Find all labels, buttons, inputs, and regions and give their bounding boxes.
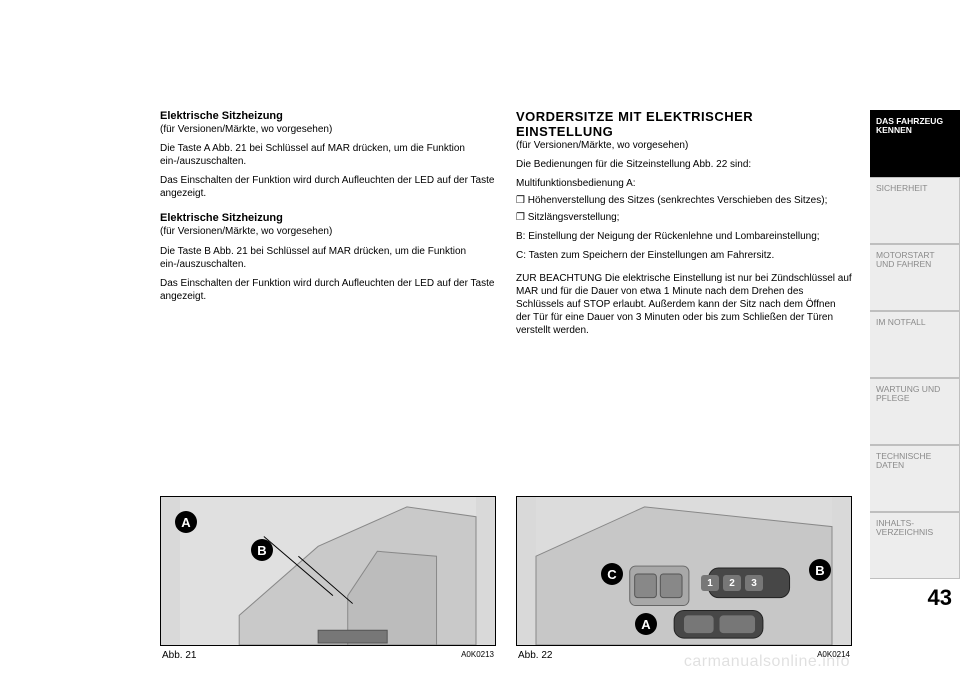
tab-wartung-und-pflege[interactable]: WARTUNG UND PFLEGE (870, 378, 960, 445)
figure-label: Abb. 21 (162, 650, 196, 661)
paragraph: Das Einschalten der Funktion wird durch … (160, 277, 496, 303)
paragraph: Multifunktionsbedienung A: (516, 177, 852, 190)
tab-im-notfall[interactable]: IM NOTFALL (870, 311, 960, 378)
paragraph: Die Taste A Abb. 21 bei Schlüssel auf MA… (160, 142, 496, 168)
page: Elektrische Sitzheizung (für Versionen/M… (0, 0, 960, 679)
tab-inhaltsverzeichnis[interactable]: INHALTS-VERZEICHNIS (870, 512, 960, 579)
heading-note: (für Versionen/Märkte, wo vorgesehen) (160, 124, 496, 137)
tab-technische-daten[interactable]: TECHNISCHE DATEN (870, 445, 960, 512)
figure-image: A B (160, 496, 496, 646)
paragraph: Die Taste B Abb. 21 bei Schlüssel auf MA… (160, 245, 496, 271)
seat-illustration-icon (161, 497, 495, 645)
seat-controls-illustration-icon (517, 497, 851, 645)
page-number: 43 (870, 579, 960, 611)
heading: Elektrische Sitzheizung (160, 110, 496, 124)
tab-motorstart-und-fahren[interactable]: MOTORSTART UND FAHREN (870, 244, 960, 311)
block-seat-heating-a: Elektrische Sitzheizung (für Versionen/M… (160, 110, 496, 200)
tab-sicherheit[interactable]: SICHERHEIT (870, 177, 960, 244)
callout-badge-b: B (251, 539, 273, 561)
heading: Elektrische Sitzheizung (160, 212, 496, 226)
section-title-line2: EINSTELLUNG (516, 125, 852, 140)
figure-21: A B Abb. 21 A0K0213 (160, 496, 496, 661)
paragraph: B: Einstellung der Neigung der Rückenleh… (516, 230, 852, 243)
block-electric-seats: VORDERSITZE MIT ELEKTRISCHER EINSTELLUNG… (516, 110, 852, 337)
callout-badge-b: B (809, 559, 831, 581)
memory-button-3: 3 (745, 575, 763, 591)
right-column: VORDERSITZE MIT ELEKTRISCHER EINSTELLUNG… (516, 110, 852, 661)
bullet-item: Höhenverstellung des Sitzes (senkrechtes… (516, 194, 852, 207)
paragraph-note: ZUR BEACHTUNG Die elektrische Einstellun… (516, 272, 852, 337)
callout-badge-a: A (635, 613, 657, 635)
block-seat-heating-b: Elektrische Sitzheizung (für Versionen/M… (160, 212, 496, 302)
heading-note: (für Versionen/Märkte, wo vorgesehen) (516, 140, 852, 153)
figure-image: C B A 1 2 3 (516, 496, 852, 646)
content-area: Elektrische Sitzheizung (für Versionen/M… (0, 0, 870, 679)
memory-button-2: 2 (723, 575, 741, 591)
heading-note: (für Versionen/Märkte, wo vorgesehen) (160, 226, 496, 239)
side-tabs: DAS FAHRZEUG KENNEN SICHERHEIT MOTORSTAR… (870, 0, 960, 679)
callout-badge-a: A (175, 511, 197, 533)
watermark: carmanualsonline.info (684, 653, 850, 671)
figure-22: C B A 1 2 3 Abb. 22 A0K0214 (516, 496, 852, 661)
figure-code: A0K0213 (461, 650, 494, 661)
left-column: Elektrische Sitzheizung (für Versionen/M… (160, 110, 496, 661)
figure-label: Abb. 22 (518, 650, 552, 661)
paragraph: C: Tasten zum Speichern der Einstellunge… (516, 249, 852, 262)
section-title-line1: VORDERSITZE MIT ELEKTRISCHER (516, 110, 852, 125)
paragraph: Die Bedienungen für die Sitzeinstellung … (516, 158, 852, 171)
callout-badge-c: C (601, 563, 623, 585)
memory-button-1: 1 (701, 575, 719, 591)
figure-caption: Abb. 21 A0K0213 (160, 650, 496, 661)
bullet-item: Sitzlängsverstellung; (516, 211, 852, 224)
tab-das-fahrzeug-kennen[interactable]: DAS FAHRZEUG KENNEN (870, 110, 960, 177)
paragraph: Das Einschalten der Funktion wird durch … (160, 174, 496, 200)
